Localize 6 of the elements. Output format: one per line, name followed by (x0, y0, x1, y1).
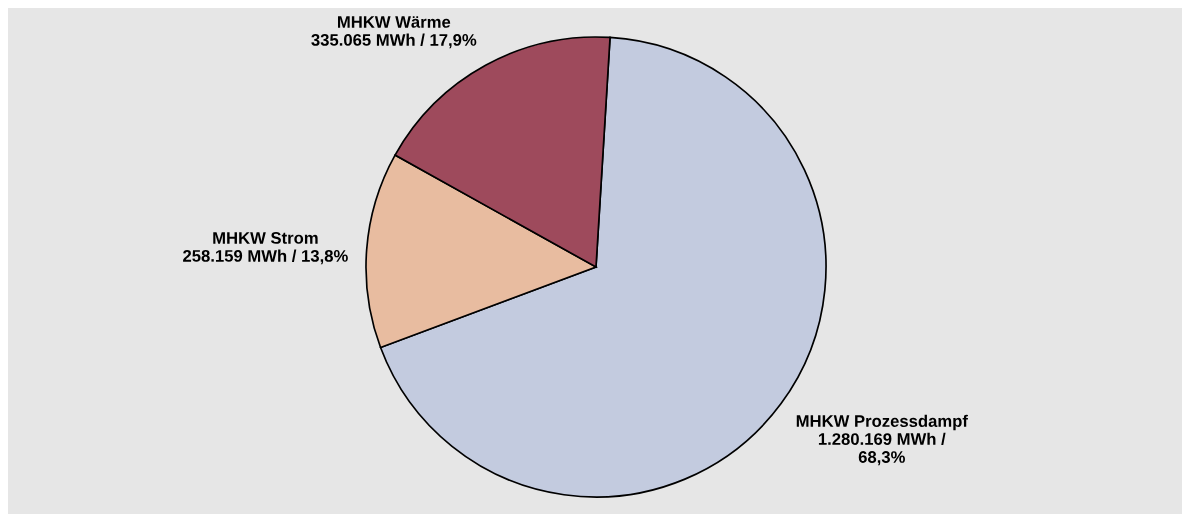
data-label: 258.159 MWh / 13,8% (183, 249, 348, 265)
slice-label: MHKW Prozessdampf (796, 414, 968, 431)
slice-label: MHKW Wärme (338, 16, 451, 28)
data-label: 335.065 MWh / 17,9% (311, 33, 477, 49)
slice-label: MHKW Strom (213, 232, 318, 244)
data-label: 1.280.169 MWh / 68,3% (818, 432, 946, 466)
